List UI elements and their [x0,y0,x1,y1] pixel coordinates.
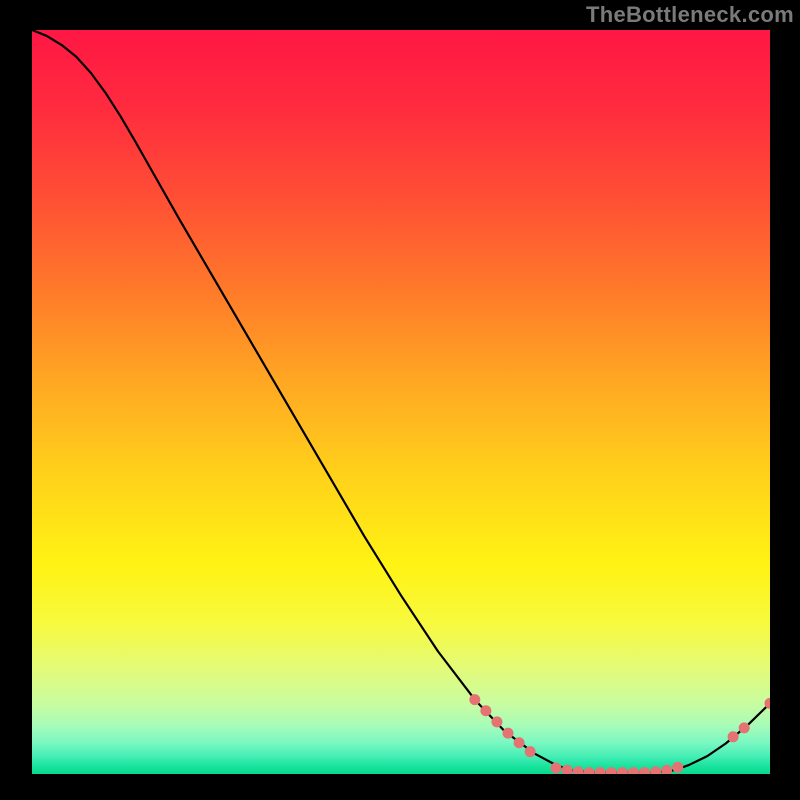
watermark-text: TheBottleneck.com [586,2,794,28]
data-marker [739,723,749,733]
data-marker [673,762,683,772]
data-marker [514,738,524,748]
data-marker [617,768,627,774]
data-marker [562,765,572,774]
data-marker [481,706,491,716]
data-marker [584,768,594,774]
data-marker [606,768,616,774]
data-marker [503,728,513,738]
data-marker [651,767,661,774]
data-marker [525,747,535,757]
chart-background [32,30,770,774]
data-marker [595,768,605,774]
chart-frame: TheBottleneck.com [0,0,800,800]
data-marker [728,732,738,742]
data-marker [551,763,561,773]
data-marker [628,768,638,774]
data-marker [662,765,672,774]
data-marker [573,767,583,774]
plot-svg [32,30,770,774]
data-marker [640,768,650,774]
data-marker [470,695,480,705]
data-marker [492,717,502,727]
